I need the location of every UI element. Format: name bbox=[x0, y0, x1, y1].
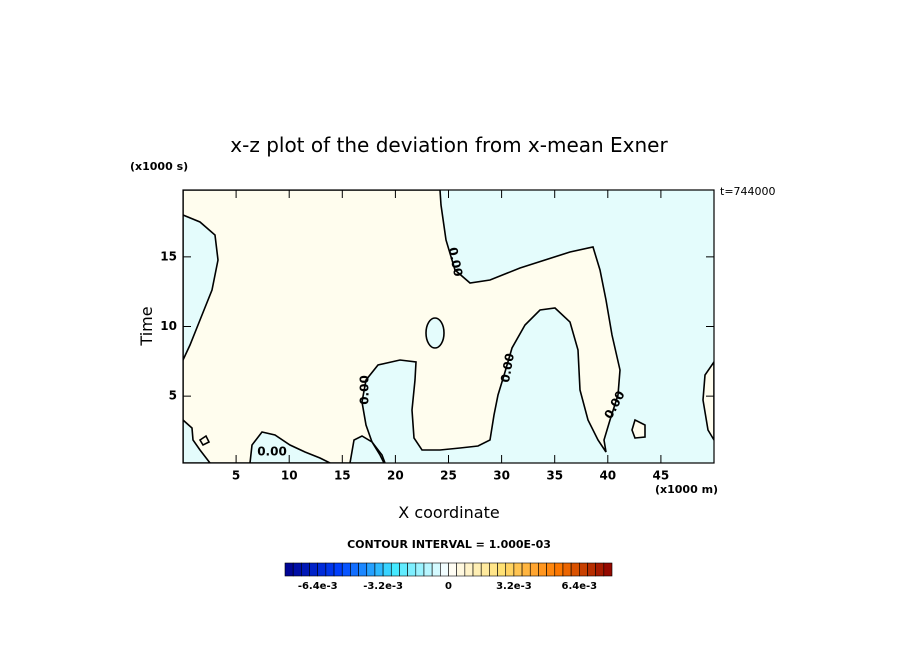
time-label: t=744000 bbox=[720, 185, 776, 198]
x-tick-label: 40 bbox=[599, 469, 616, 483]
colorbar-cell bbox=[587, 562, 596, 577]
chart-title: x-z plot of the deviation from x-mean Ex… bbox=[230, 133, 668, 157]
y-tick-label: 10 bbox=[160, 319, 177, 333]
colorbar-cell bbox=[464, 562, 474, 577]
y-tick-label: 5 bbox=[169, 389, 177, 403]
colorbar-cell bbox=[350, 562, 359, 577]
colorbar-cell bbox=[358, 562, 368, 577]
x-tick-label: 5 bbox=[232, 469, 240, 483]
colorbar-cell bbox=[301, 562, 310, 577]
y-tick-label: 15 bbox=[160, 249, 177, 263]
colorbar-cell bbox=[521, 562, 531, 577]
negative-region bbox=[425, 317, 445, 349]
x-unit: (x1000 m) bbox=[655, 483, 718, 496]
colorbar-cell bbox=[341, 562, 351, 577]
colorbar-cell bbox=[513, 562, 523, 577]
colorbar-cell bbox=[505, 562, 515, 577]
colorbar-cell bbox=[448, 562, 457, 577]
colorbar-tick-label: -6.4e-3 bbox=[298, 581, 338, 592]
x-tick-label: 20 bbox=[387, 469, 404, 483]
contour-label: 0.00 bbox=[446, 246, 466, 278]
colorbar-cell bbox=[309, 562, 318, 577]
colorbar-cell bbox=[538, 562, 547, 577]
colorbar-cell bbox=[382, 562, 392, 577]
negative-region bbox=[349, 435, 385, 463]
y-unit: (x1000 s) bbox=[130, 160, 188, 173]
colorbar-tick-label: 0 bbox=[445, 581, 452, 592]
colorbar-tick-label: 6.4e-3 bbox=[561, 581, 597, 592]
contour-label: 0.00 bbox=[257, 445, 287, 459]
x-axis-label: X coordinate bbox=[398, 503, 499, 522]
colorbar-cell bbox=[399, 562, 408, 577]
colorbar-cell bbox=[546, 562, 556, 577]
negative-region bbox=[183, 418, 212, 463]
colorbar-cell bbox=[456, 562, 466, 577]
colorbar-cell bbox=[595, 562, 605, 577]
positive-region bbox=[702, 360, 714, 442]
positive-region bbox=[631, 418, 646, 439]
negative-region bbox=[249, 431, 331, 463]
x-tick-label: 45 bbox=[653, 469, 670, 483]
colorbar-cell bbox=[480, 562, 490, 577]
colorbar-cell bbox=[529, 562, 539, 577]
x-tick-label: 15 bbox=[334, 469, 351, 483]
colorbar-cell bbox=[317, 562, 327, 577]
colorbar-cell bbox=[390, 562, 400, 577]
contour-label: 0.00 bbox=[358, 375, 372, 405]
colorbar-cell bbox=[292, 562, 302, 577]
colorbar-cell bbox=[578, 562, 588, 577]
x-tick-label: 30 bbox=[493, 469, 510, 483]
colorbar-cell bbox=[374, 562, 384, 577]
colorbar-cell bbox=[489, 562, 498, 577]
x-tick-label: 25 bbox=[440, 469, 457, 483]
contour-field bbox=[183, 190, 714, 463]
colorbar-cell bbox=[333, 562, 343, 577]
y-axis-label: Time bbox=[137, 306, 156, 346]
colorbar-cell bbox=[407, 562, 417, 577]
colorbar-cell bbox=[325, 562, 335, 577]
colorbar-cell bbox=[440, 562, 449, 577]
colorbar-tick-label: -3.2e-3 bbox=[363, 581, 403, 592]
positive-region bbox=[198, 434, 211, 447]
colorbar-cell bbox=[284, 562, 294, 577]
colorbar-cell bbox=[570, 562, 580, 577]
colorbar-tick-label: 3.2e-3 bbox=[496, 581, 532, 592]
colorbar-cell bbox=[431, 562, 441, 577]
negative-region bbox=[183, 214, 219, 361]
positive-region bbox=[183, 190, 621, 463]
colorbar-cell bbox=[423, 562, 433, 577]
x-tick-label: 10 bbox=[281, 469, 298, 483]
colorbar-cell bbox=[603, 562, 613, 577]
colorbar-cell bbox=[554, 562, 564, 577]
colorbar-cell bbox=[472, 562, 482, 577]
colorbar-cell bbox=[562, 562, 572, 577]
contour-interval: CONTOUR INTERVAL = 1.000E-03 bbox=[347, 538, 551, 551]
contour-label: 0.00 bbox=[498, 352, 517, 384]
colorbar-cell bbox=[366, 562, 376, 577]
colorbar-cell bbox=[415, 562, 425, 577]
colorbar-cell bbox=[497, 562, 507, 577]
x-tick-label: 35 bbox=[546, 469, 563, 483]
